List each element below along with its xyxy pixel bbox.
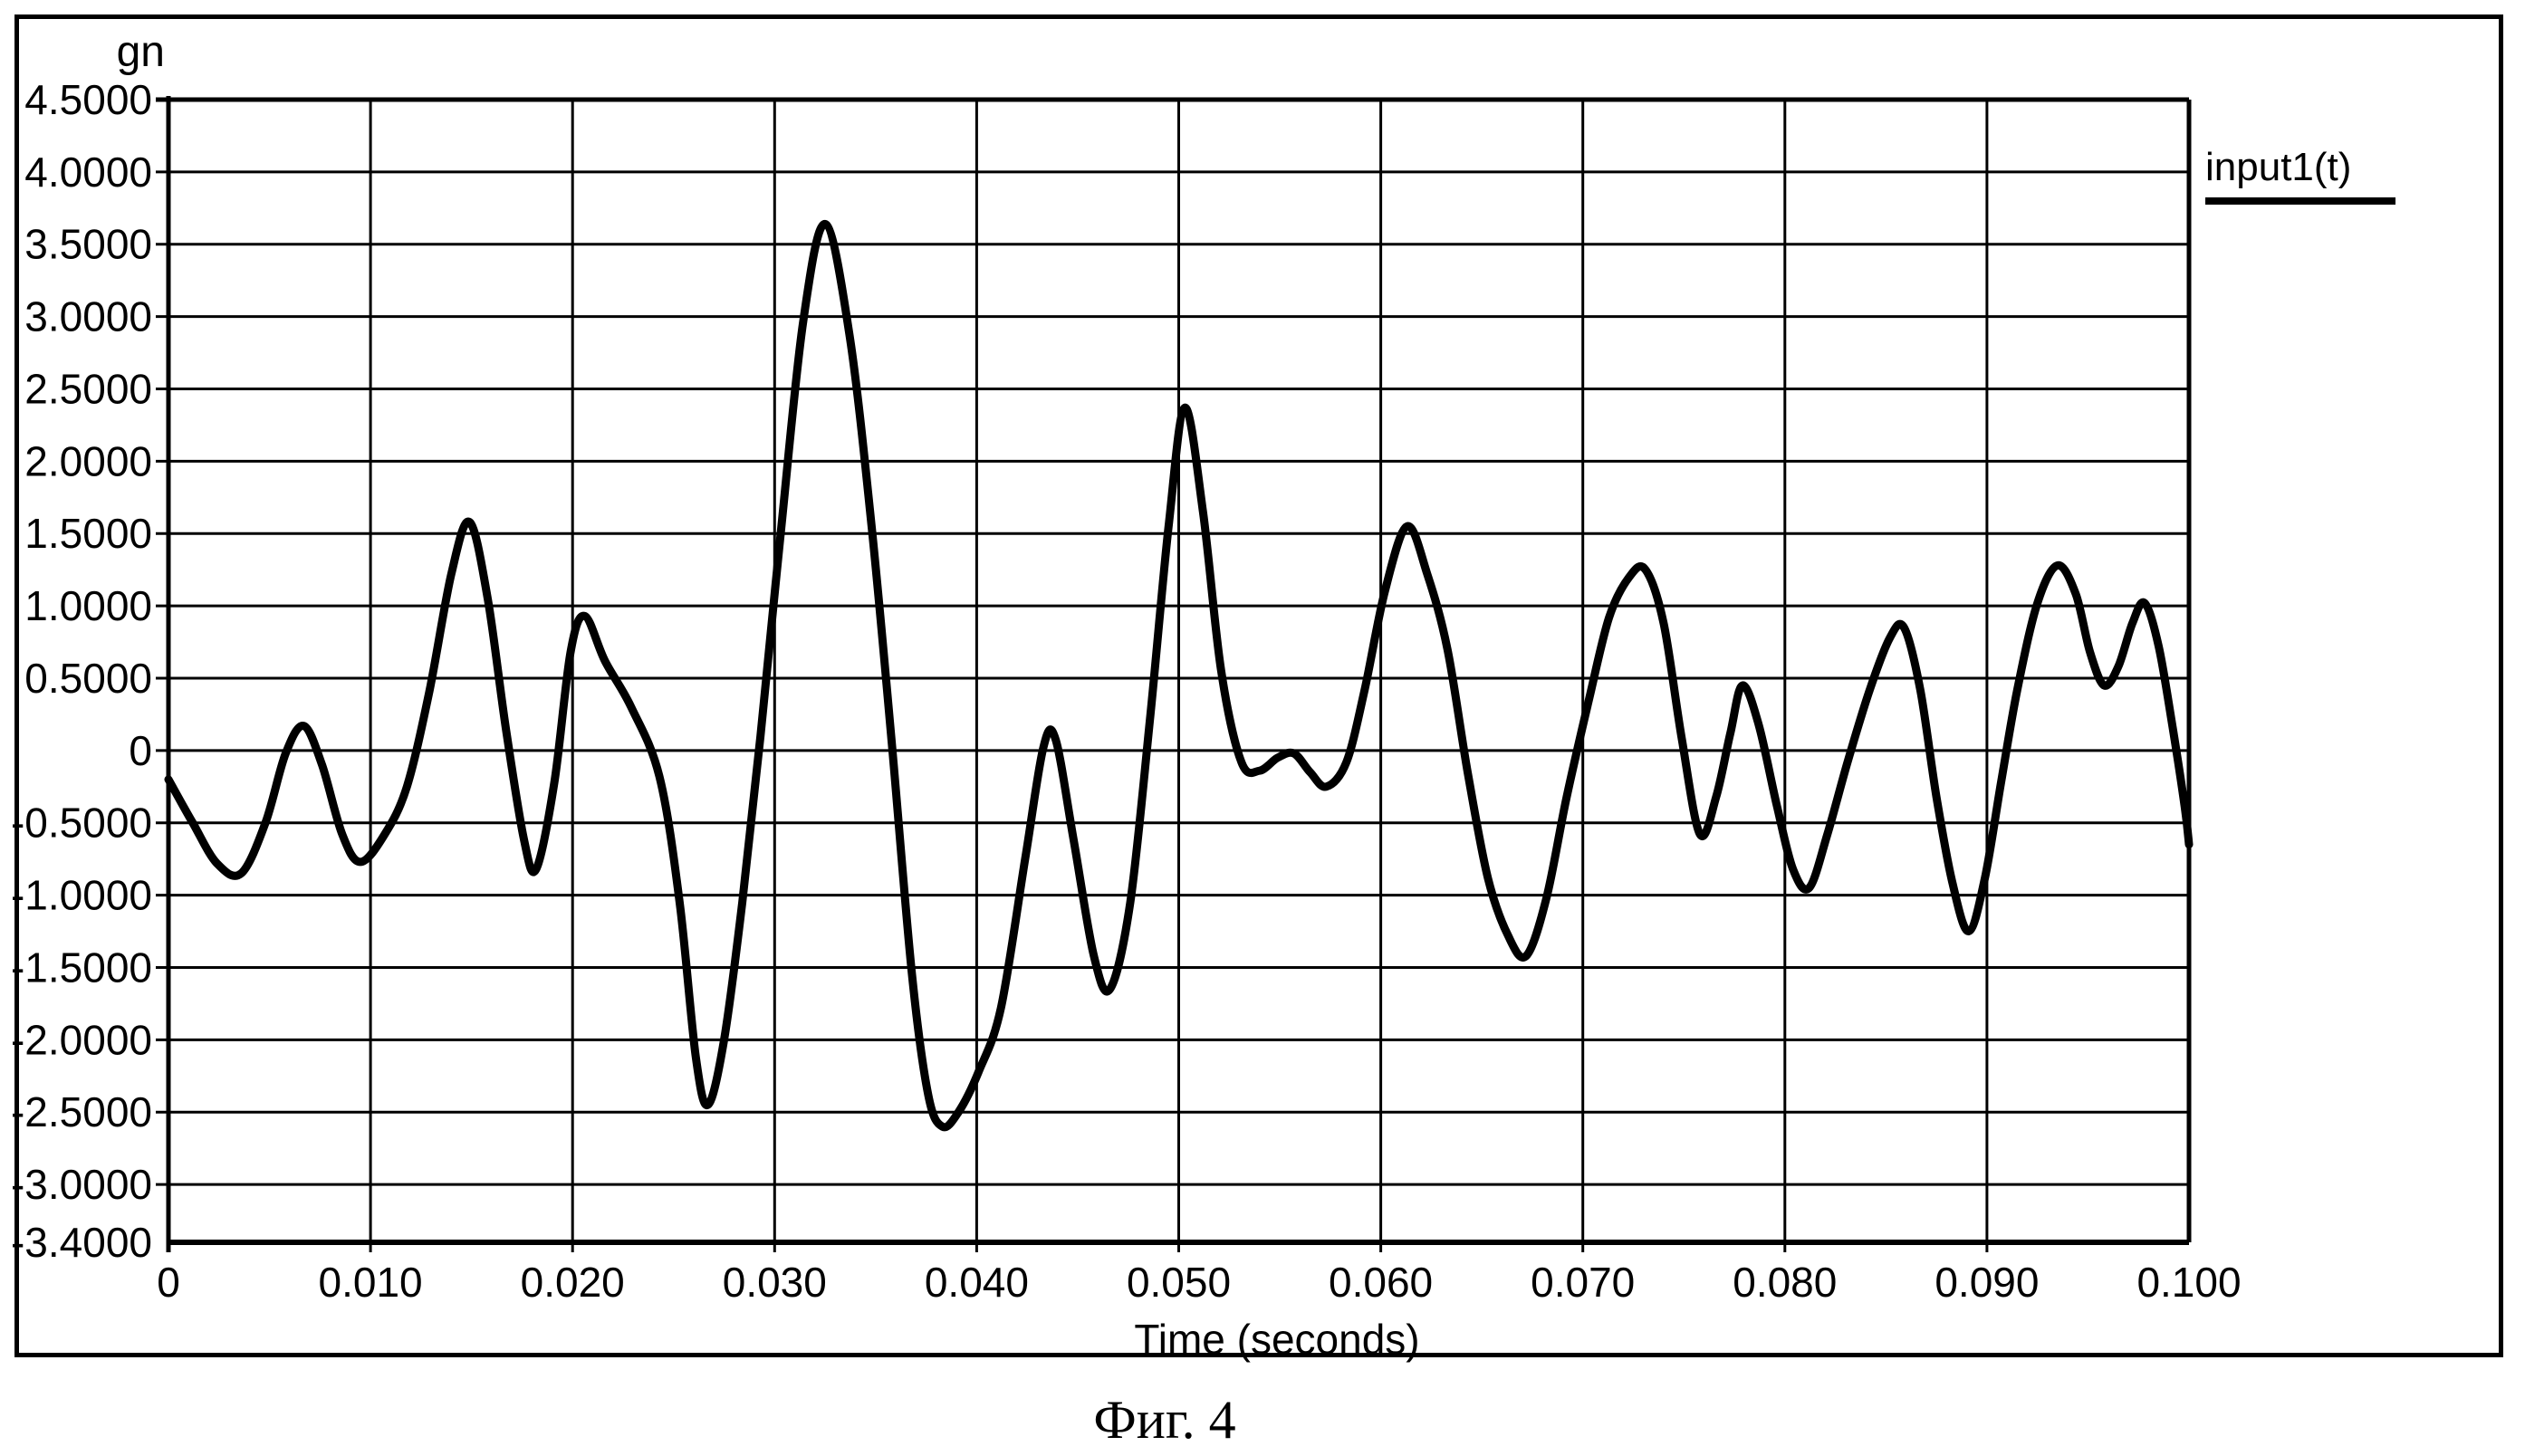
legend: input1(t) [2205,145,2395,205]
y-tick-label-0: 0 [129,727,152,774]
x-tick-label-0.090: 0.090 [1935,1259,2039,1306]
y-tick-label-1.0000: 1.0000 [24,582,152,629]
y-tick-label-4.0000: 4.0000 [24,148,152,196]
x-tick-label-0.100: 0.100 [2136,1259,2241,1306]
legend-label: input1(t) [2205,145,2352,189]
y-tick-label-1.5000: 1.5000 [24,510,152,557]
y-tick-label-2.5000: 2.5000 [24,365,152,412]
y-tick-label--2.0000: -2.0000 [11,1016,152,1063]
x-tick-label-0.080: 0.080 [1733,1259,1837,1306]
x-tick-label-0.020: 0.020 [521,1259,625,1306]
x-tick-label-0: 0 [157,1259,180,1306]
x-tick-label-0.060: 0.060 [1329,1259,1433,1306]
x-axis-title: Time (seconds) [1134,1316,1420,1363]
y-tick-label--2.5000: -2.5000 [11,1088,152,1135]
x-tick-label-0.050: 0.050 [1127,1259,1231,1306]
y-tick-label-3.0000: 3.0000 [24,293,152,340]
y-tick-label--1.5000: -1.5000 [11,944,152,991]
y-tick-label--3.0000: -3.0000 [11,1161,152,1208]
x-tick-label-0.010: 0.010 [319,1259,423,1306]
legend-line-sample [2205,197,2395,205]
y-tick-label--3.4000: -3.4000 [11,1219,152,1266]
y-tick-label-4.5000: 4.5000 [24,76,152,123]
x-tick-label-0.040: 0.040 [925,1259,1029,1306]
x-tick-label-0.030: 0.030 [723,1259,827,1306]
chart-frame [14,14,2503,1357]
x-tick-label-0.070: 0.070 [1531,1259,1635,1306]
y-tick-label-0.5000: 0.5000 [24,655,152,702]
y-tick-label--0.5000: -0.5000 [11,800,152,847]
waveform-input1 [164,219,2194,1132]
figure-caption: Фиг. 4 [1093,1390,1236,1450]
y-axis-title: gn [116,28,165,76]
y-tick-label--1.0000: -1.0000 [11,872,152,919]
y-tick-label-2.0000: 2.0000 [24,437,152,484]
y-tick-label-3.5000: 3.5000 [24,221,152,268]
